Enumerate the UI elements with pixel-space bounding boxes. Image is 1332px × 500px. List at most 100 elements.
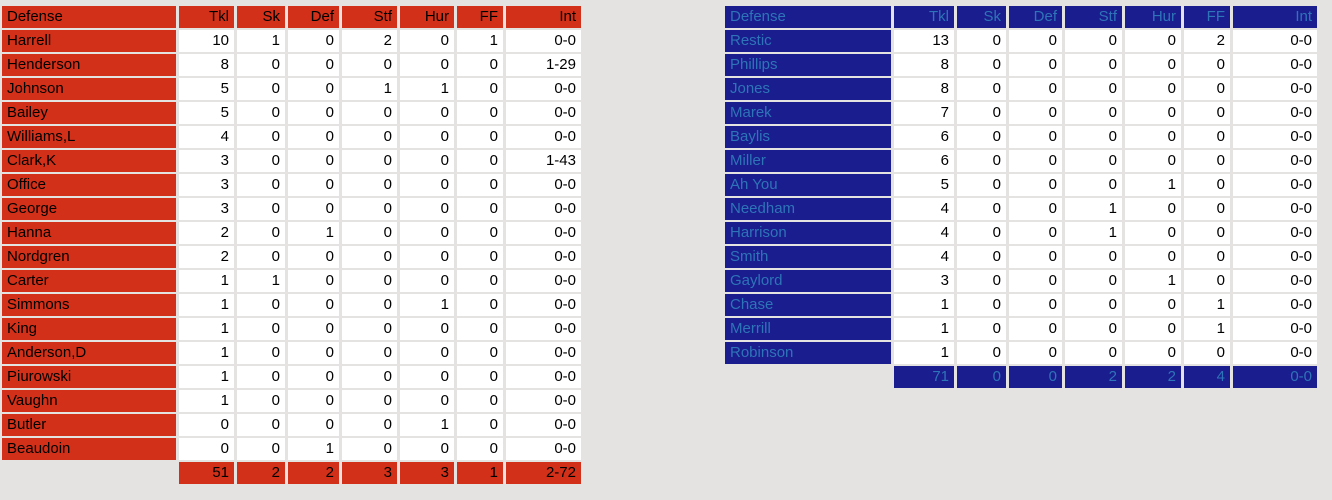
stat-cell: 0 (288, 366, 339, 388)
player-name-cell: Robinson (725, 342, 891, 364)
stat-cell: 3 (179, 198, 234, 220)
total-cell: 0 (1009, 366, 1062, 388)
player-name-cell: Johnson (2, 78, 176, 100)
stat-cell: 0-0 (1233, 54, 1317, 76)
stat-cell: 0 (342, 222, 397, 244)
player-row: Chase 1 0 0 0 0 1 0-0 (725, 294, 1317, 316)
stat-cell: 0 (1125, 30, 1181, 52)
stat-cell: 0 (457, 198, 503, 220)
stat-cell: 0 (1125, 54, 1181, 76)
stat-cell: 0 (1184, 198, 1230, 220)
stat-cell: 0 (957, 294, 1006, 316)
stat-cell: 0 (957, 174, 1006, 196)
col-header-def: Def (288, 6, 339, 28)
totals-spacer-cell (725, 366, 891, 388)
player-name-cell: Marek (725, 102, 891, 124)
stat-cell: 0 (1065, 102, 1122, 124)
stat-cell: 1 (179, 270, 234, 292)
defense-stats-table-blue: Defense Tkl Sk Def Stf Hur FF Int Restic 13 0 0 0 0 2… (722, 4, 1320, 390)
col-header-stf: Stf (1065, 6, 1122, 28)
stat-cell: 0 (1125, 342, 1181, 364)
stat-cell: 0 (1009, 102, 1062, 124)
stat-cell: 0 (288, 270, 339, 292)
stat-cell: 0 (288, 126, 339, 148)
stat-cell: 0 (1184, 78, 1230, 100)
stat-cell: 1 (288, 222, 339, 244)
total-cell: 0-0 (1233, 366, 1317, 388)
stat-cell: 0 (1184, 222, 1230, 244)
stat-cell: 0 (400, 54, 454, 76)
player-row: Butler 0 0 0 0 1 0 0-0 (2, 414, 581, 436)
player-name-cell: King (2, 318, 176, 340)
stat-cell: 0 (1065, 318, 1122, 340)
total-cell: 3 (342, 462, 397, 484)
player-name-cell: Clark,K (2, 150, 176, 172)
stat-cell: 1 (1125, 174, 1181, 196)
stat-cell: 0 (1009, 150, 1062, 172)
stat-cell: 1 (400, 78, 454, 100)
player-row: Phillips 8 0 0 0 0 0 0-0 (725, 54, 1317, 76)
stat-cell: 0-0 (1233, 198, 1317, 220)
stat-cell: 0 (288, 294, 339, 316)
stat-cell: 1 (288, 438, 339, 460)
stat-cell: 0 (457, 294, 503, 316)
stat-cell: 0-0 (506, 270, 581, 292)
total-cell: 1 (457, 462, 503, 484)
stat-cell: 1 (1065, 198, 1122, 220)
player-name-cell: Ah You (725, 174, 891, 196)
stat-cell: 1 (179, 294, 234, 316)
player-name-cell: Smith (725, 246, 891, 268)
stat-cell: 0-0 (506, 318, 581, 340)
stat-cell: 6 (894, 150, 954, 172)
stat-cell: 0 (288, 390, 339, 412)
player-name-cell: Merrill (725, 318, 891, 340)
stat-cell: 0 (1184, 174, 1230, 196)
player-row: Gaylord 3 0 0 0 1 0 0-0 (725, 270, 1317, 292)
player-row: Carter 1 1 0 0 0 0 0-0 (2, 270, 581, 292)
player-name-cell: Jones (725, 78, 891, 100)
stat-cell: 0 (1009, 78, 1062, 100)
player-row: Jones 8 0 0 0 0 0 0-0 (725, 78, 1317, 100)
stat-cell: 0 (1009, 270, 1062, 292)
stat-cell: 0 (457, 246, 503, 268)
stat-cell: 1 (237, 270, 285, 292)
player-row: Henderson 8 0 0 0 0 0 1-29 (2, 54, 581, 76)
stat-cell: 0 (1065, 270, 1122, 292)
player-name-cell: Bailey (2, 102, 176, 124)
stat-cell: 0-0 (1233, 174, 1317, 196)
stat-cell: 0 (1009, 198, 1062, 220)
stat-cell: 0 (457, 438, 503, 460)
col-header-tkl: Tkl (894, 6, 954, 28)
stat-cell: 0 (342, 390, 397, 412)
player-name-cell: Restic (725, 30, 891, 52)
stat-cell: 0 (457, 78, 503, 100)
stat-cell: 0 (342, 54, 397, 76)
stat-cell: 0 (457, 54, 503, 76)
stat-cell: 0 (1009, 294, 1062, 316)
defense-stats-table-red: Defense Tkl Sk Def Stf Hur FF Int Harrell 10 1 0 2 0… (0, 4, 584, 486)
player-row: Vaughn 1 0 0 0 0 0 0-0 (2, 390, 581, 412)
stat-cell: 0 (400, 438, 454, 460)
stat-cell: 0 (237, 342, 285, 364)
stat-cell: 0 (1065, 174, 1122, 196)
player-name-cell: Beaudoin (2, 438, 176, 460)
stat-cell: 0 (237, 390, 285, 412)
stat-cell: 0 (1184, 150, 1230, 172)
stat-cell: 0 (1184, 102, 1230, 124)
stat-cell: 0-0 (1233, 222, 1317, 244)
col-header-defense: Defense (2, 6, 176, 28)
col-header-ff: FF (1184, 6, 1230, 28)
player-name-cell: Hanna (2, 222, 176, 244)
col-header-hur: Hur (1125, 6, 1181, 28)
player-row: Needham 4 0 0 1 0 0 0-0 (725, 198, 1317, 220)
stat-cell: 0-0 (1233, 318, 1317, 340)
stat-cell: 4 (894, 198, 954, 220)
stat-cell: 0-0 (506, 366, 581, 388)
stat-cell: 0-0 (506, 246, 581, 268)
stat-cell: 0 (1065, 30, 1122, 52)
player-row: Nordgren 2 0 0 0 0 0 0-0 (2, 246, 581, 268)
stat-cell: 0 (1009, 174, 1062, 196)
stat-cell: 0-0 (1233, 30, 1317, 52)
stat-cell: 0-0 (506, 174, 581, 196)
player-row: Clark,K 3 0 0 0 0 0 1-43 (2, 150, 581, 172)
